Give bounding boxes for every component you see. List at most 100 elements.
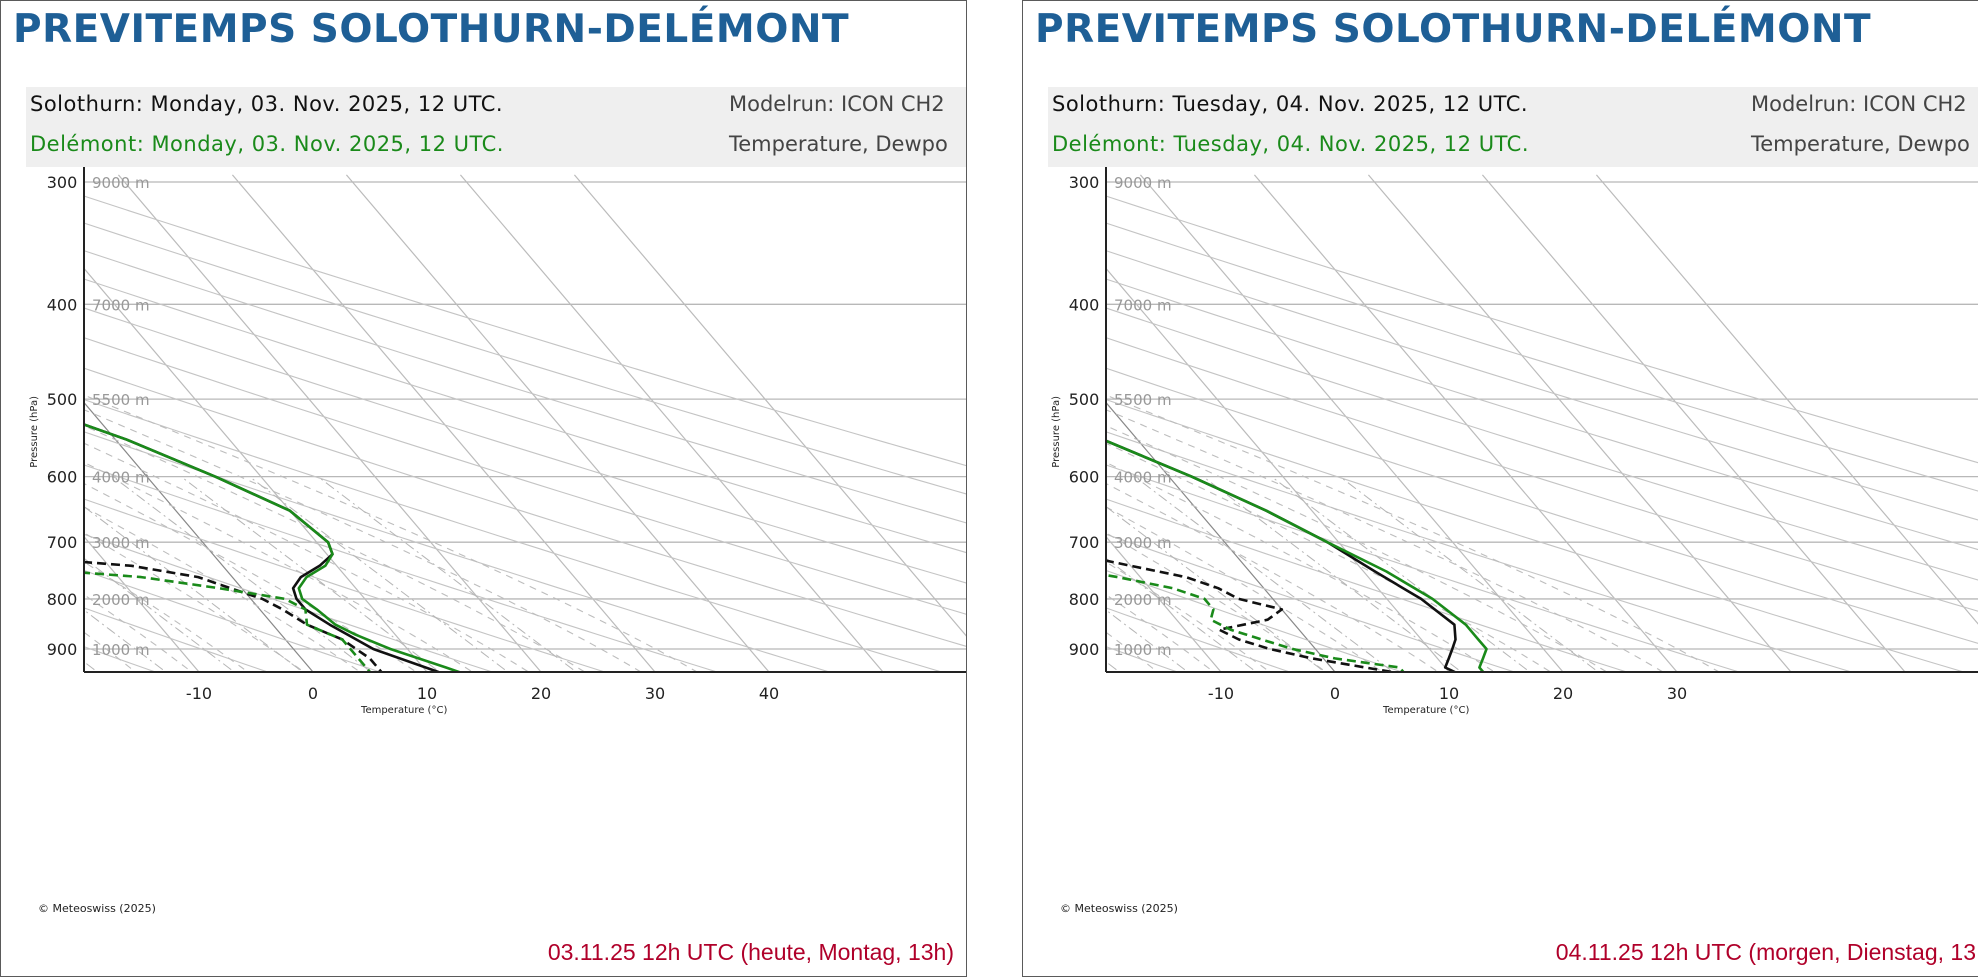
dry-adiabat — [1048, 153, 1184, 715]
x-tick-label: -10 — [186, 684, 212, 703]
chart-header: Solothurn: Tuesday, 04. Nov. 2025, 12 UT… — [1048, 87, 1978, 167]
dry-adiabat — [84, 399, 944, 672]
y-tick-label: 500 — [1069, 390, 1100, 409]
mixing-ratio-line — [26, 477, 58, 694]
dry-adiabat — [1106, 367, 1978, 644]
banner-title: PREVITEMPS SOLOTHURN-DELÉMONT — [1035, 7, 1872, 52]
isotherm-gridline — [1367, 174, 1792, 672]
y-tick-label: 500 — [47, 390, 78, 409]
height-label: 3000 m — [92, 534, 150, 552]
dry-adiabat — [1106, 195, 1978, 464]
dry-adiabat — [1106, 399, 1966, 672]
mixing-ratio-line — [84, 661, 99, 672]
isotherm-gridline — [573, 174, 966, 637]
height-label: 9000 m — [92, 174, 150, 192]
x-tick-label: 20 — [1553, 684, 1573, 703]
series-line-del-mont-temperature — [84, 423, 463, 672]
station-solothurn-label: Solothurn: Tuesday, 04. Nov. 2025, 12 UT… — [1052, 92, 1529, 116]
isotherm-gridline — [1253, 174, 1678, 672]
chart-frame: Solothurn: Tuesday, 04. Nov. 2025, 12 UT… — [1048, 87, 1978, 915]
date-caption: 04.11.25 12h UTC (morgen, Dienstag, 13 — [1555, 939, 1976, 965]
dry-adiabat — [1106, 569, 1404, 672]
y-tick-label: 300 — [1069, 173, 1100, 192]
x-tick-label: 20 — [531, 684, 551, 703]
dry-adiabat — [84, 464, 719, 672]
dry-adiabat — [1106, 533, 1517, 672]
dry-adiabat — [1106, 278, 1978, 551]
moist-adiabat — [1106, 425, 1608, 672]
copyright-label: © Meteoswiss (2025) — [38, 902, 156, 915]
isotherm-gridline — [1106, 267, 1450, 672]
y-tick-label: 400 — [1069, 295, 1100, 314]
plot-area — [1048, 153, 1978, 715]
moist-adiabat — [84, 425, 586, 672]
dry-adiabat — [1106, 464, 1741, 672]
dry-adiabat — [1106, 250, 1978, 521]
x-axis-title: Temperature (°C) — [360, 705, 447, 716]
series-line-del-mont-dewpoint — [1106, 573, 1406, 672]
x-tick-label: 30 — [1667, 684, 1687, 703]
moist-adiabat — [84, 442, 530, 672]
isotherm-gridline — [345, 174, 770, 672]
mixing-ratio-line — [84, 557, 236, 672]
isotherm-gridline — [84, 535, 200, 672]
x-tick-label: -10 — [1208, 684, 1234, 703]
station-delemont-label: Delémont: Tuesday, 04. Nov. 2025, 12 UTC… — [1052, 132, 1530, 156]
mixing-ratio-line — [317, 476, 578, 672]
height-label: 1000 m — [1114, 641, 1172, 659]
moist-adiabat — [84, 561, 249, 672]
height-label: 7000 m — [92, 296, 150, 314]
height-label: 3000 m — [1114, 534, 1172, 552]
moist-adiabat — [84, 594, 193, 672]
height-label: 5500 m — [1114, 391, 1172, 409]
moist-adiabat — [84, 394, 699, 672]
height-label: 9000 m — [1114, 174, 1172, 192]
modelrun-label: Modelrun: ICON CH2 — [1751, 92, 1967, 116]
x-tick-label: 40 — [759, 684, 779, 703]
height-label: 4000 m — [92, 469, 150, 487]
series-line-del-mont-temperature — [1106, 439, 1488, 672]
mixing-ratio-line — [249, 476, 509, 672]
mixing-ratio-line — [112, 476, 372, 672]
moist-adiabat — [1106, 631, 1159, 672]
moist-adiabat — [1106, 506, 1384, 672]
height-label: 5500 m — [92, 391, 150, 409]
mixing-ratio-line — [1339, 476, 1600, 672]
y-tick-label: 800 — [1069, 590, 1100, 609]
mixing-ratio-line — [1134, 476, 1394, 672]
x-axis-title: Temperature (°C) — [1382, 705, 1469, 716]
mixing-ratio-line — [180, 476, 441, 672]
y-tick-label: 700 — [1069, 533, 1100, 552]
series-line-solothurn-dewpoint — [84, 560, 384, 672]
mixing-ratio-line — [1048, 477, 1080, 694]
dry-adiabat — [84, 533, 495, 672]
isotherm-gridline — [84, 267, 428, 672]
dry-adiabat — [84, 498, 607, 672]
height-label: 4000 m — [1114, 469, 1172, 487]
series-line-solothurn-dewpoint — [1106, 559, 1400, 672]
x-tick-label: 30 — [645, 684, 665, 703]
copyright-label: © Meteoswiss (2025) — [1060, 902, 1178, 915]
moist-adiabat — [84, 532, 305, 672]
y-axis-title: Pressure (hPa) — [29, 396, 40, 468]
date-caption: 03.11.25 12h UTC (heute, Montag, 13h) — [547, 939, 954, 965]
series-line-solothurn-temperature — [84, 423, 442, 672]
dry-adiabat — [1106, 646, 1180, 672]
moist-adiabat — [1106, 409, 1664, 672]
mixing-ratio-line — [1106, 661, 1121, 672]
dry-adiabat — [1106, 498, 1629, 672]
moist-adiabat — [1106, 561, 1271, 672]
dry-adiabat — [84, 222, 966, 495]
moist-adiabat — [1106, 442, 1552, 672]
x-tick-label: 0 — [308, 684, 318, 703]
moist-adiabat — [1106, 594, 1215, 672]
x-tick-label: 10 — [417, 684, 437, 703]
dry-adiabat — [1106, 431, 1854, 672]
mixing-ratio-line — [1106, 557, 1258, 672]
y-tick-label: 400 — [47, 295, 78, 314]
parameters-label: Temperature, Dewpo — [1751, 132, 1970, 156]
dry-adiabat — [84, 431, 832, 672]
height-label: 1000 m — [92, 641, 150, 659]
